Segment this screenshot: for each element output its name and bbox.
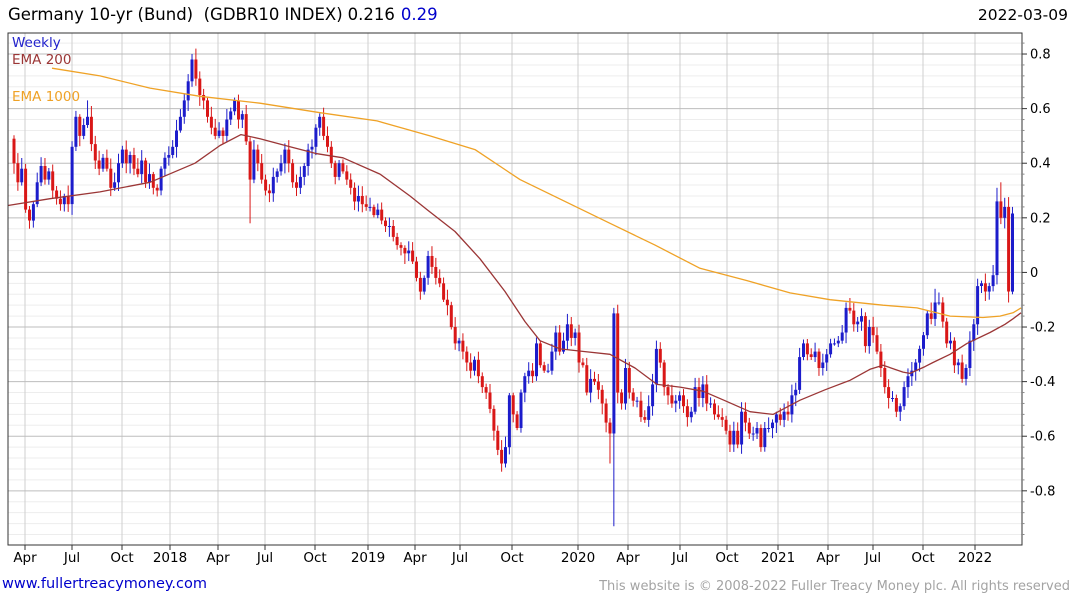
copyright-text: This website is © 2008-2022 Fuller Treac… bbox=[599, 579, 1070, 594]
svg-text:-0.4: -0.4 bbox=[1030, 375, 1055, 390]
site-link[interactable]: www.fullertreacymoney.com bbox=[2, 576, 207, 592]
svg-text:0.2: 0.2 bbox=[1030, 211, 1051, 226]
svg-text:0: 0 bbox=[1030, 266, 1038, 281]
svg-text:Oct: Oct bbox=[715, 550, 738, 566]
svg-text:0.4: 0.4 bbox=[1030, 157, 1051, 172]
svg-text:Oct: Oct bbox=[500, 550, 523, 566]
svg-text:Oct: Oct bbox=[303, 550, 326, 566]
svg-text:0.6: 0.6 bbox=[1030, 102, 1051, 117]
svg-text:0.8: 0.8 bbox=[1030, 48, 1051, 63]
svg-text:Apr: Apr bbox=[13, 550, 37, 566]
svg-text:-0.6: -0.6 bbox=[1030, 430, 1055, 445]
svg-text:Jul: Jul bbox=[256, 550, 273, 566]
svg-text:Jul: Jul bbox=[864, 550, 881, 566]
svg-text:2018: 2018 bbox=[153, 550, 187, 566]
current-value: 0.29 bbox=[400, 5, 438, 24]
svg-text:2019: 2019 bbox=[351, 550, 385, 566]
ema200-label: EMA 200 bbox=[12, 52, 72, 68]
svg-text:Apr: Apr bbox=[403, 550, 427, 566]
svg-text:Jul: Jul bbox=[63, 550, 80, 566]
svg-text:Jul: Jul bbox=[451, 550, 468, 566]
svg-text:Oct: Oct bbox=[911, 550, 934, 566]
ema1000-label: EMA 1000 bbox=[12, 89, 81, 105]
svg-text:Apr: Apr bbox=[816, 550, 840, 566]
timeframe-label: Weekly bbox=[12, 35, 61, 51]
svg-text:Jul: Jul bbox=[671, 550, 688, 566]
svg-text:Apr: Apr bbox=[616, 550, 640, 566]
instrument-name: Germany 10-yr (Bund) (GDBR10 INDEX) bbox=[8, 5, 343, 24]
svg-text:2022: 2022 bbox=[958, 550, 992, 566]
last-price: 0.216 bbox=[347, 5, 395, 24]
svg-text:Oct: Oct bbox=[110, 550, 133, 566]
svg-text:2020: 2020 bbox=[561, 550, 595, 566]
chart-title: Germany 10-yr (Bund) (GDBR10 INDEX) 0.216… bbox=[8, 5, 438, 24]
svg-text:-0.8: -0.8 bbox=[1030, 484, 1055, 499]
svg-text:Apr: Apr bbox=[206, 550, 230, 566]
svg-text:-0.2: -0.2 bbox=[1030, 321, 1055, 336]
svg-text:2021: 2021 bbox=[761, 550, 795, 566]
chart-date: 2022-03-09 bbox=[977, 6, 1068, 24]
